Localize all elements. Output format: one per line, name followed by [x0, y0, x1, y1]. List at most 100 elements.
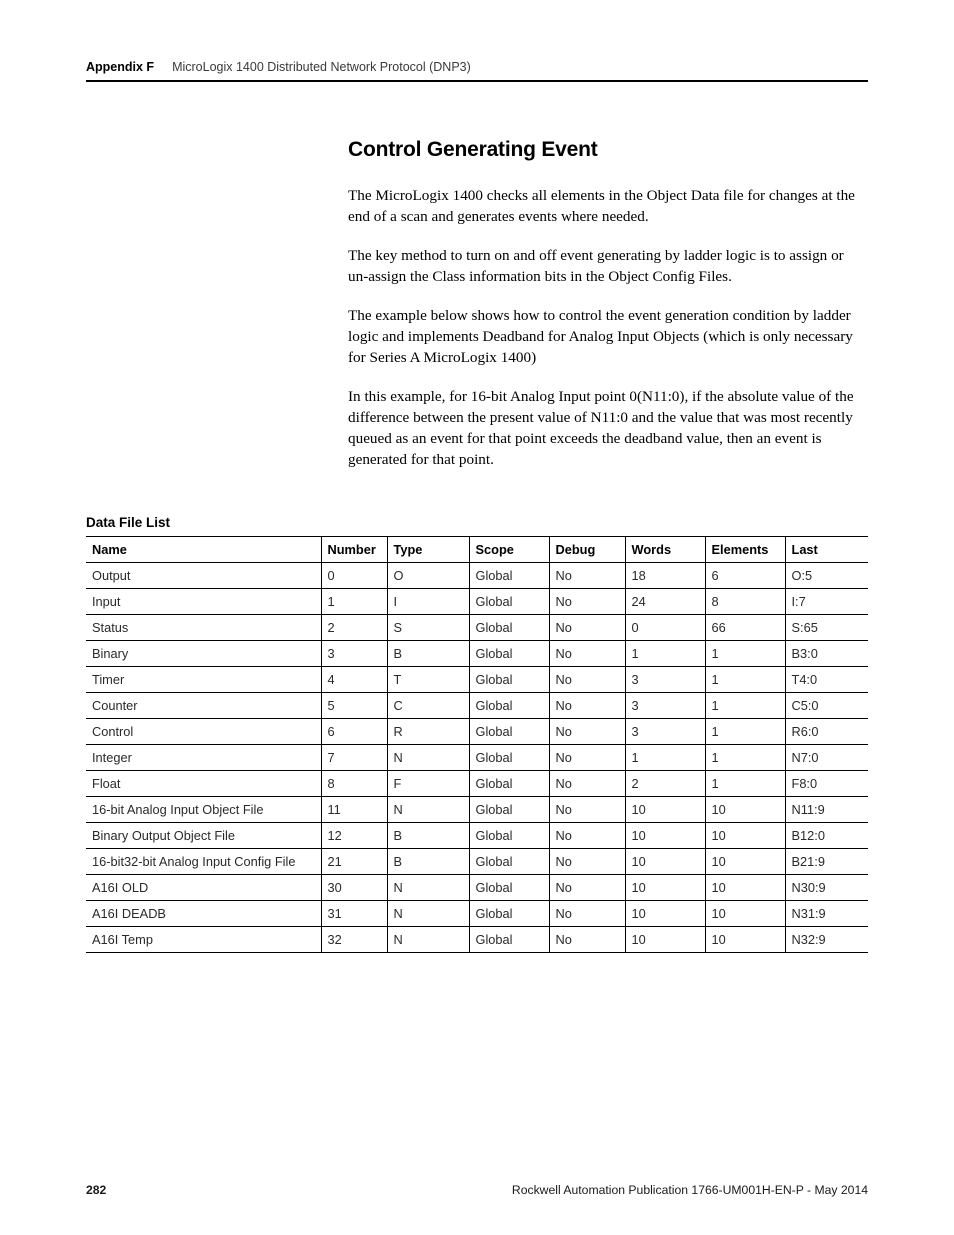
table-cell: 10: [705, 926, 785, 952]
page: Appendix F MicroLogix 1400 Distributed N…: [0, 0, 954, 1235]
table-row: Binary Output Object File12BGlobalNo1010…: [86, 822, 868, 848]
paragraph: The key method to turn on and off event …: [348, 246, 866, 288]
table-title: Data File List: [86, 515, 868, 530]
table-row: Timer4TGlobalNo31T4:0: [86, 666, 868, 692]
col-header-debug: Debug: [549, 536, 625, 562]
table-cell: 10: [705, 874, 785, 900]
table-cell: 2: [321, 614, 387, 640]
data-file-table: Name Number Type Scope Debug Words Eleme…: [86, 536, 868, 953]
table-cell: 1: [705, 718, 785, 744]
table-cell: 24: [625, 588, 705, 614]
table-cell: No: [549, 770, 625, 796]
table-cell: 3: [625, 692, 705, 718]
table-cell: N: [387, 926, 469, 952]
table-cell: Global: [469, 588, 549, 614]
table-row: Float8FGlobalNo21F8:0: [86, 770, 868, 796]
table-cell: 16-bit32-bit Analog Input Config File: [86, 848, 321, 874]
table-cell: Control: [86, 718, 321, 744]
table-cell: 1: [705, 692, 785, 718]
table-cell: Global: [469, 848, 549, 874]
table-cell: N31:9: [785, 900, 868, 926]
table-cell: No: [549, 822, 625, 848]
table-cell: Global: [469, 796, 549, 822]
table-cell: Global: [469, 900, 549, 926]
table-cell: N30:9: [785, 874, 868, 900]
table-cell: No: [549, 640, 625, 666]
col-header-last: Last: [785, 536, 868, 562]
table-cell: No: [549, 562, 625, 588]
paragraph: The example below shows how to control t…: [348, 306, 866, 369]
col-header-number: Number: [321, 536, 387, 562]
table-cell: B12:0: [785, 822, 868, 848]
table-cell: Global: [469, 874, 549, 900]
table-cell: N: [387, 874, 469, 900]
table-cell: I:7: [785, 588, 868, 614]
table-cell: Output: [86, 562, 321, 588]
table-cell: 1: [705, 666, 785, 692]
table-cell: 1: [705, 744, 785, 770]
table-cell: B: [387, 848, 469, 874]
table-cell: No: [549, 900, 625, 926]
table-cell: 32: [321, 926, 387, 952]
table-cell: 0: [321, 562, 387, 588]
col-header-elements: Elements: [705, 536, 785, 562]
table-cell: 8: [321, 770, 387, 796]
table-cell: No: [549, 588, 625, 614]
table-cell: 31: [321, 900, 387, 926]
table-cell: Binary Output Object File: [86, 822, 321, 848]
table-cell: 1: [625, 640, 705, 666]
table-cell: 1: [625, 744, 705, 770]
table-cell: 10: [625, 796, 705, 822]
table-cell: No: [549, 692, 625, 718]
table-body: Output0OGlobalNo186O:5Input1IGlobalNo248…: [86, 562, 868, 952]
table-cell: N7:0: [785, 744, 868, 770]
table-cell: Global: [469, 822, 549, 848]
table-cell: 10: [705, 848, 785, 874]
table-cell: Global: [469, 640, 549, 666]
table-cell: F8:0: [785, 770, 868, 796]
table-row: Status2SGlobalNo066S:65: [86, 614, 868, 640]
table-cell: Global: [469, 692, 549, 718]
table-cell: 10: [705, 822, 785, 848]
doc-title: MicroLogix 1400 Distributed Network Prot…: [172, 60, 471, 74]
table-cell: 10: [625, 848, 705, 874]
table-cell: C5:0: [785, 692, 868, 718]
table-cell: Global: [469, 614, 549, 640]
table-cell: A16I OLD: [86, 874, 321, 900]
table-header-row: Name Number Type Scope Debug Words Eleme…: [86, 536, 868, 562]
table-cell: 2: [625, 770, 705, 796]
table-cell: 30: [321, 874, 387, 900]
section-heading: Control Generating Event: [348, 138, 868, 162]
table-cell: No: [549, 718, 625, 744]
page-number: 282: [86, 1183, 106, 1197]
table-cell: No: [549, 744, 625, 770]
table-cell: F: [387, 770, 469, 796]
table-cell: Global: [469, 666, 549, 692]
table-cell: 21: [321, 848, 387, 874]
table-cell: Binary: [86, 640, 321, 666]
table-cell: 0: [625, 614, 705, 640]
table-cell: 10: [625, 822, 705, 848]
table-row: 16-bit Analog Input Object File11NGlobal…: [86, 796, 868, 822]
table-cell: A16I DEADB: [86, 900, 321, 926]
table-cell: N: [387, 744, 469, 770]
table-row: Input1IGlobalNo248I:7: [86, 588, 868, 614]
table-cell: 8: [705, 588, 785, 614]
table-row: A16I DEADB31NGlobalNo1010N31:9: [86, 900, 868, 926]
publication-info: Rockwell Automation Publication 1766-UM0…: [512, 1183, 868, 1197]
table-cell: 4: [321, 666, 387, 692]
table-cell: 3: [625, 666, 705, 692]
table-cell: Global: [469, 562, 549, 588]
table-cell: 1: [705, 770, 785, 796]
table-cell: R6:0: [785, 718, 868, 744]
table-cell: Integer: [86, 744, 321, 770]
table-cell: No: [549, 666, 625, 692]
table-cell: A16I Temp: [86, 926, 321, 952]
table-cell: Input: [86, 588, 321, 614]
table-cell: 1: [705, 640, 785, 666]
table-cell: B: [387, 640, 469, 666]
table-cell: 7: [321, 744, 387, 770]
col-header-scope: Scope: [469, 536, 549, 562]
table-cell: Counter: [86, 692, 321, 718]
appendix-label: Appendix F: [86, 60, 154, 74]
